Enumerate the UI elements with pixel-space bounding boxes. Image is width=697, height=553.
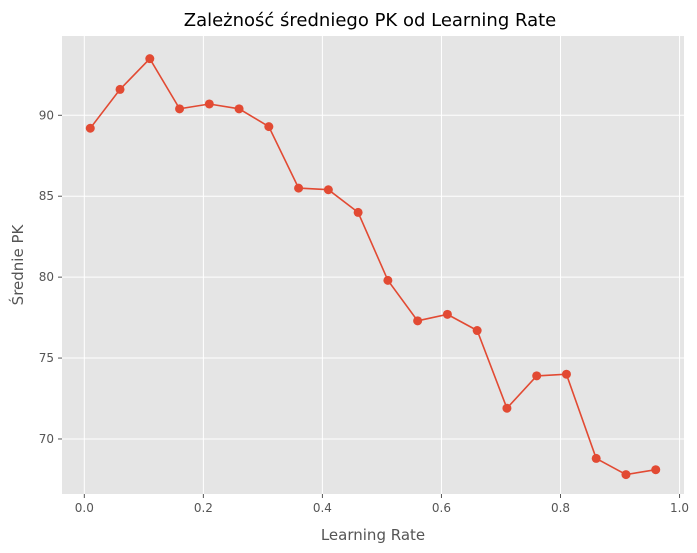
data-point xyxy=(145,54,155,64)
y-tick-label: 90 xyxy=(39,108,54,122)
data-point xyxy=(621,470,631,480)
data-point xyxy=(561,369,571,379)
x-tick-label: 0.8 xyxy=(551,501,570,515)
plot-area xyxy=(62,36,684,494)
data-point xyxy=(85,123,95,133)
x-tick-label: 0.6 xyxy=(432,501,451,515)
data-point xyxy=(353,207,363,217)
x-tick-label: 0.0 xyxy=(75,501,94,515)
data-point xyxy=(175,104,185,114)
data-point xyxy=(472,326,482,336)
data-point xyxy=(591,453,601,463)
data-point xyxy=(264,122,274,132)
y-tick-label: 85 xyxy=(39,189,54,203)
y-tick-label: 80 xyxy=(39,270,54,284)
data-point xyxy=(413,316,423,326)
x-tick-label: 1.0 xyxy=(670,501,689,515)
data-point xyxy=(502,403,512,413)
x-tick-label: 0.2 xyxy=(194,501,213,515)
y-tick-label: 75 xyxy=(39,351,54,365)
data-point xyxy=(651,465,661,475)
data-series xyxy=(85,54,661,480)
data-point xyxy=(442,309,452,319)
data-point xyxy=(383,275,393,285)
axis-ticks: 0.0 0.2 0.4 0.6 0.8 1.0 70 75 80 85 90 xyxy=(39,108,689,515)
y-axis-label: Średnie PK xyxy=(8,224,27,306)
grid-lines xyxy=(62,36,684,494)
data-point xyxy=(532,371,542,381)
data-point xyxy=(323,185,333,195)
chart-title: Zależność średniego PK od Learning Rate xyxy=(184,10,557,31)
series-line xyxy=(89,57,656,476)
data-point xyxy=(294,183,304,193)
y-tick-label: 70 xyxy=(39,432,54,446)
data-point xyxy=(115,84,125,94)
x-tick-label: 0.4 xyxy=(313,501,332,515)
data-point xyxy=(234,104,244,114)
x-axis-label: Learning Rate xyxy=(321,526,425,544)
data-point xyxy=(204,99,214,109)
